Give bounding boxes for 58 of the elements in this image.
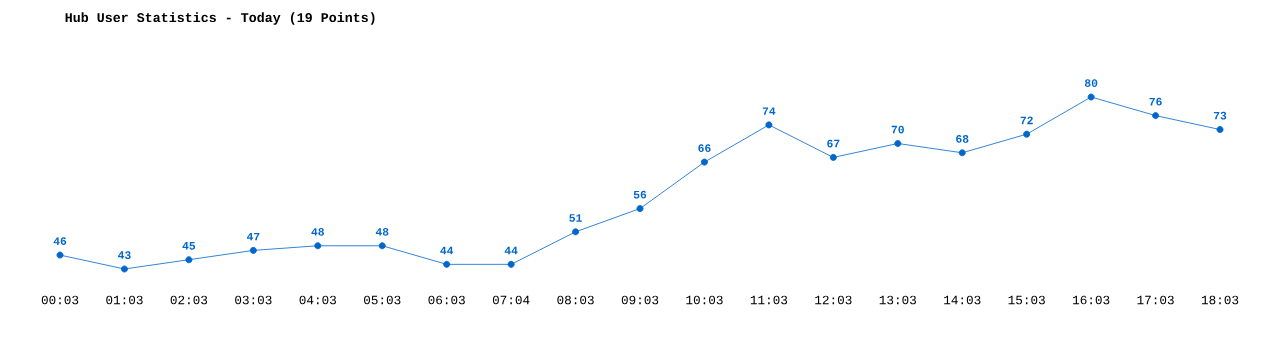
point	[572, 228, 580, 236]
data-label: 68	[956, 135, 969, 143]
data-label: 44	[504, 246, 518, 255]
x-tick-label: 00:03	[41, 295, 79, 305]
data-label: 66	[698, 144, 711, 153]
x-tick-label: 12:03	[815, 295, 852, 305]
point	[1152, 112, 1160, 120]
point	[1023, 130, 1031, 138]
data-label: 45	[182, 242, 196, 250]
point	[314, 242, 322, 250]
point	[1216, 126, 1224, 133]
x-tick-label: 10:03	[686, 295, 723, 305]
x-tick-label: 13:03	[879, 295, 916, 305]
x-tick-label: 08:03	[557, 295, 594, 305]
point	[700, 158, 708, 166]
point	[765, 121, 773, 129]
data-label: 80	[1084, 79, 1098, 87]
x-tick-label: 01:03	[106, 295, 143, 305]
point	[636, 205, 644, 213]
x-tick-label: 11:03	[750, 295, 788, 305]
x-tick-label: 09:03	[621, 295, 659, 305]
data-label: 56	[633, 190, 647, 199]
point	[378, 242, 386, 250]
x-tick-label: 06:03	[428, 295, 465, 305]
x-tick-label: 02:03	[170, 295, 208, 305]
x-tick-label: 07:04	[492, 295, 530, 305]
data-label: 70	[891, 125, 904, 134]
point	[443, 260, 451, 268]
chart-title: Hub User Statistics - Today (19 Points)	[65, 12, 375, 25]
point	[894, 140, 902, 147]
x-tick-label: 03:03	[235, 295, 272, 305]
x-tick-label: 15:03	[1008, 295, 1045, 305]
point	[507, 260, 515, 268]
data-label: 48	[375, 228, 389, 236]
data-label: 72	[1020, 116, 1033, 125]
x-tick-label: 05:03	[364, 295, 401, 305]
x-tick-label: 18:03	[1201, 295, 1239, 305]
data-label: 47	[246, 232, 260, 241]
point	[120, 265, 128, 273]
data-label: 43	[118, 251, 131, 259]
point	[249, 246, 257, 254]
data-label: 48	[311, 228, 324, 236]
data-label: 73	[1213, 111, 1227, 120]
x-tick-label: 04:03	[299, 295, 336, 305]
point	[185, 256, 193, 264]
data-label: 76	[1149, 97, 1162, 106]
x-tick-label: 14:03	[944, 295, 981, 305]
point	[958, 149, 966, 157]
x-tick-label: 16:03	[1073, 295, 1110, 305]
data-label: 51	[569, 214, 582, 222]
point	[56, 251, 64, 259]
data-label: 46	[53, 237, 67, 245]
data-label: 74	[762, 107, 776, 115]
point	[829, 153, 837, 161]
x-tick-label: 17:03	[1137, 295, 1174, 305]
data-label: 67	[827, 139, 840, 148]
point	[1087, 93, 1095, 101]
data-label: 44	[440, 246, 454, 255]
